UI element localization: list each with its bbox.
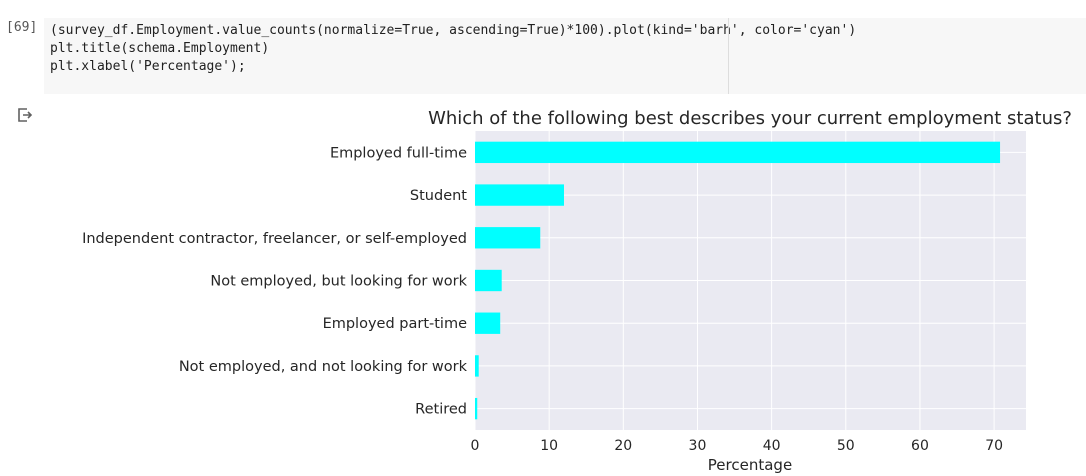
y-tick-label: Not employed, and not looking for work xyxy=(179,359,468,375)
y-tick-label: Retired xyxy=(415,402,467,418)
y-tick-label: Independent contractor, freelancer, or s… xyxy=(82,231,467,247)
x-axis-label: Percentage xyxy=(708,456,792,474)
bar xyxy=(475,355,479,376)
chart-title: Which of the following best describes yo… xyxy=(428,108,1072,129)
x-tick-label: 60 xyxy=(911,438,929,454)
x-tick-label: 30 xyxy=(689,438,707,454)
y-tick-label: Employed full-time xyxy=(330,145,467,161)
x-tick-label: 40 xyxy=(763,438,781,454)
bar xyxy=(475,270,502,291)
x-tick-label: 0 xyxy=(471,438,480,454)
bar xyxy=(475,313,500,334)
x-tick-label: 50 xyxy=(837,438,855,454)
bar xyxy=(475,398,477,419)
bar xyxy=(475,142,1000,163)
bar xyxy=(475,227,540,248)
x-tick-label: 10 xyxy=(540,438,558,454)
bar xyxy=(475,184,564,205)
x-tick-label: 70 xyxy=(985,438,1003,454)
y-tick-labels: Employed full-time Student Independent con… xyxy=(82,145,468,417)
y-tick-label: Not employed, but looking for work xyxy=(210,274,467,290)
x-tick-label: 20 xyxy=(614,438,632,454)
x-tick-labels: 0 10 20 30 40 50 60 70 xyxy=(471,438,1003,454)
y-tick-label: Employed part-time xyxy=(323,316,468,332)
y-tick-label: Student xyxy=(410,188,467,204)
